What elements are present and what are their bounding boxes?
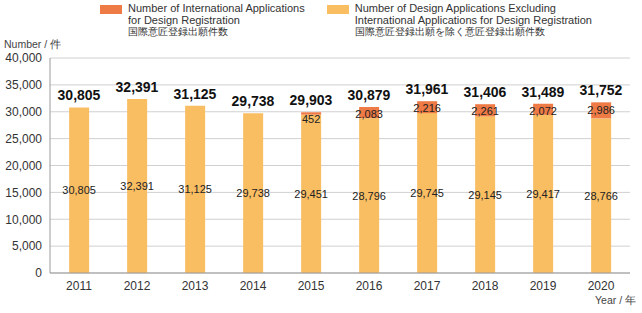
svg-text:2020: 2020: [588, 279, 615, 293]
svg-text:29,451: 29,451: [294, 188, 328, 200]
svg-text:20,000: 20,000: [8, 159, 42, 173]
svg-text:5,000: 5,000: [12, 239, 42, 253]
svg-text:2,986: 2,986: [587, 104, 615, 116]
svg-text:31,125: 31,125: [174, 86, 217, 102]
svg-text:31,489: 31,489: [522, 84, 565, 100]
svg-text:29,738: 29,738: [232, 93, 275, 109]
svg-text:30,805: 30,805: [58, 87, 101, 103]
html-text:国際意匠登録出願を除く意匠登録出願件数: 国際意匠登録出願を除く意匠登録出願件数: [354, 26, 545, 37]
svg-text:2017: 2017: [414, 279, 441, 293]
svg-text:452: 452: [302, 113, 320, 125]
svg-text:0: 0: [35, 266, 42, 280]
svg-text:40,000: 40,000: [8, 51, 42, 65]
svg-text:31,961: 31,961: [406, 81, 449, 97]
html-text:Number of Design Applications: Number of Design Applications Excluding: [354, 2, 556, 14]
svg-text:10,000: 10,000: [8, 213, 42, 227]
html-text:Number / 件: Number / 件: [4, 38, 62, 50]
svg-text:15,000: 15,000: [8, 186, 42, 200]
svg-text:2015: 2015: [298, 279, 325, 293]
svg-text:2,072: 2,072: [529, 105, 557, 117]
svg-text:2013: 2013: [182, 279, 209, 293]
svg-text:30,879: 30,879: [348, 87, 391, 103]
svg-text:31,406: 31,406: [464, 84, 507, 100]
svg-text:35,000: 35,000: [8, 78, 42, 92]
svg-text:30,000: 30,000: [8, 105, 42, 119]
svg-text:29,145: 29,145: [468, 189, 502, 201]
html-text:国際意匠登録出願件数: 国際意匠登録出願件数: [128, 26, 228, 37]
html-text:for Design Registration: for Design Registration: [128, 14, 240, 26]
svg-text:32,391: 32,391: [120, 180, 154, 192]
html-text:International Applications for: International Applications for Design Re…: [354, 14, 592, 26]
svg-text:2,083: 2,083: [355, 108, 383, 120]
svg-text:31,125: 31,125: [178, 183, 212, 195]
svg-text:28,766: 28,766: [584, 190, 618, 202]
svg-text:25,000: 25,000: [8, 132, 42, 146]
svg-text:28,796: 28,796: [352, 190, 386, 202]
svg-text:2,216: 2,216: [413, 102, 441, 114]
svg-text:2018: 2018: [472, 279, 499, 293]
svg-text:29,903: 29,903: [290, 92, 333, 108]
svg-text:2011: 2011: [66, 279, 92, 293]
svg-text:32,391: 32,391: [116, 79, 159, 95]
svg-text:2014: 2014: [240, 279, 267, 293]
svg-text:2012: 2012: [124, 279, 151, 293]
svg-text:30,805: 30,805: [62, 184, 96, 196]
html-text:Year / 年: Year / 年: [595, 294, 636, 306]
svg-text:31,752: 31,752: [580, 82, 623, 98]
svg-text:29,417: 29,417: [526, 188, 560, 200]
svg-text:2016: 2016: [356, 279, 383, 293]
svg-text:29,745: 29,745: [410, 187, 444, 199]
html-text:Number of International Applic: Number of International Applications: [128, 2, 305, 14]
svg-text:29,738: 29,738: [236, 187, 270, 199]
svg-text:2019: 2019: [530, 279, 557, 293]
svg-text:2,261: 2,261: [471, 105, 499, 117]
